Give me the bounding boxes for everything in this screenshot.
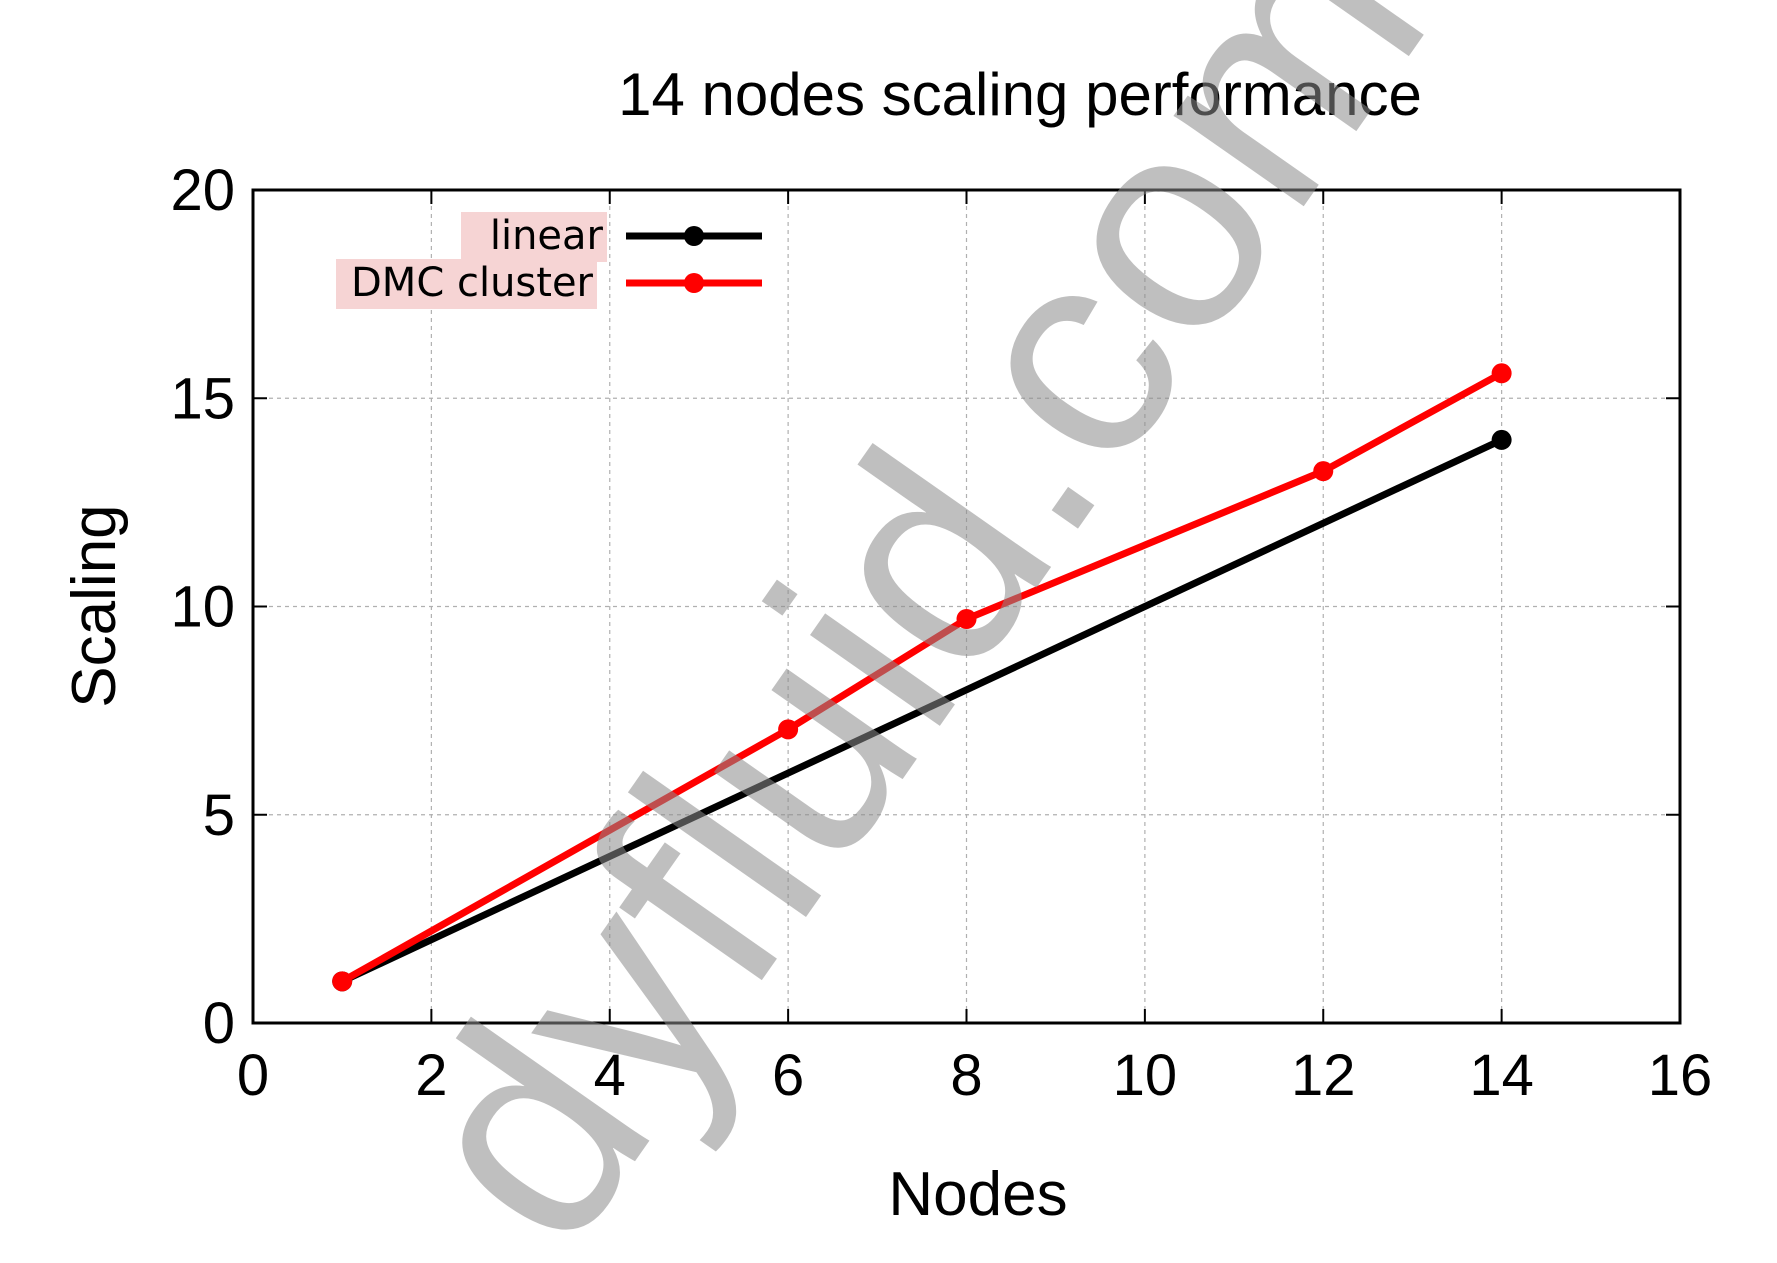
y-tick-label: 15 — [170, 366, 235, 431]
x-tick-label: 6 — [772, 1043, 804, 1108]
y-tick-label: 10 — [170, 575, 235, 640]
x-tick-label: 2 — [415, 1043, 447, 1108]
x-tick-label: 12 — [1291, 1043, 1356, 1108]
x-tick-label: 14 — [1469, 1043, 1534, 1108]
x-tick-label: 4 — [594, 1043, 626, 1108]
x-tick-label: 8 — [950, 1043, 982, 1108]
data-point-0 — [1491, 429, 1512, 450]
legend-marker — [684, 226, 704, 246]
x-axis-label: Nodes — [888, 1160, 1067, 1229]
legend-label: DMC cluster — [351, 260, 594, 306]
legend-label-background — [461, 212, 607, 262]
data-point-1 — [332, 971, 353, 992]
legend-marker — [684, 273, 704, 293]
legend-label: linear — [490, 213, 604, 259]
series-line-0 — [340, 436, 1504, 985]
data-point-1 — [778, 719, 799, 740]
legend-label-background — [336, 259, 597, 309]
data-point-1 — [1491, 363, 1512, 384]
x-tick-label: 0 — [237, 1043, 269, 1108]
data-point-1 — [1313, 461, 1334, 482]
y-tick-label: 5 — [203, 783, 235, 848]
axis-ticks: 0 2 4 6 8 10 12 14 16 0 5 10 15 20 — [170, 158, 1712, 1108]
data-point-1 — [956, 608, 977, 629]
x-tick-label: 10 — [1113, 1043, 1178, 1108]
series-layer — [332, 363, 1512, 992]
y-axis-label: Scaling — [60, 504, 129, 707]
y-tick-label: 0 — [203, 991, 235, 1056]
chart-title: 14 nodes scaling performance — [618, 61, 1422, 128]
x-tick-label: 16 — [1648, 1043, 1713, 1108]
y-tick-label: 20 — [170, 158, 235, 223]
